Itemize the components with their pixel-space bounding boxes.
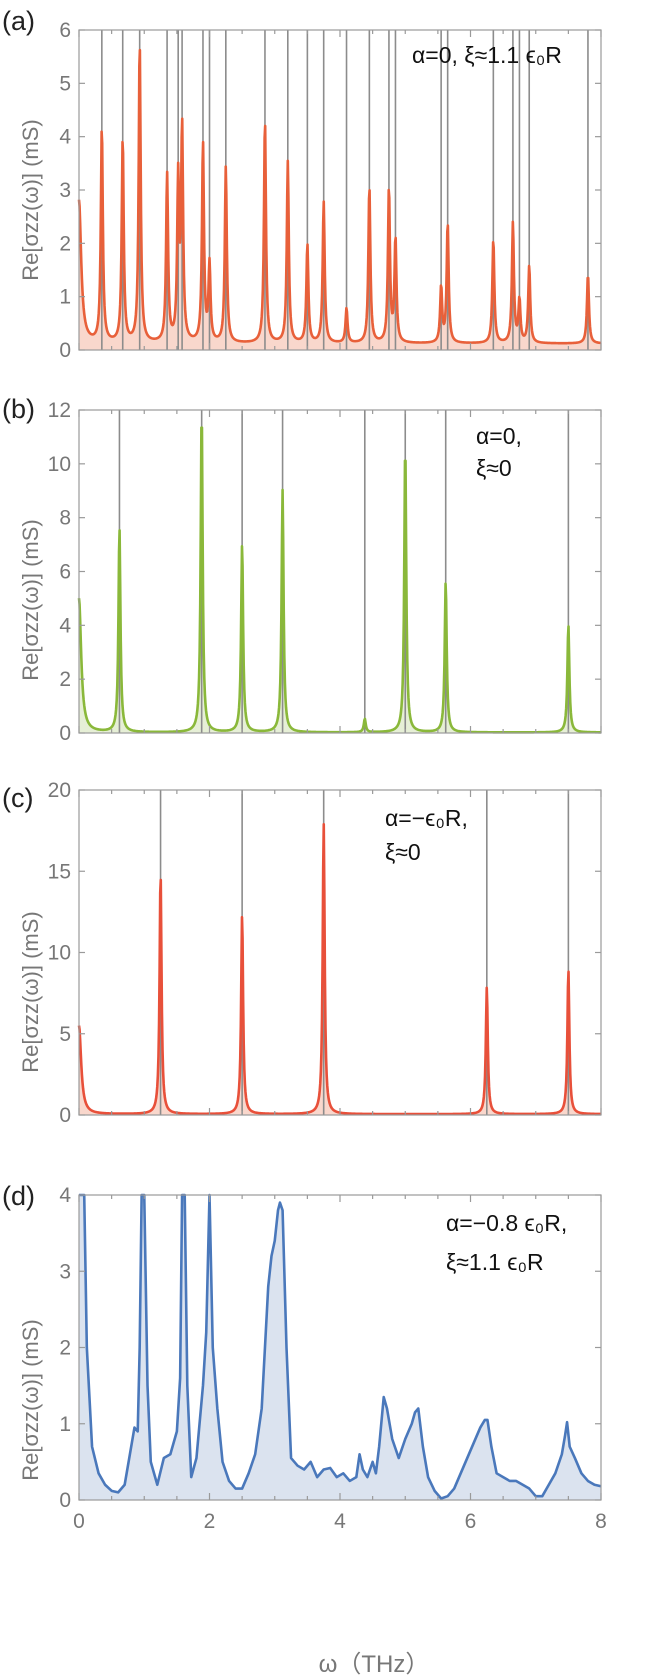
x-tick-label: 2	[204, 1510, 216, 1533]
panel-label: (b)	[2, 394, 35, 424]
y-tick-label: 4	[59, 614, 71, 637]
y-tick-label: 5	[59, 72, 71, 95]
y-axis-label: Re[σzz(ω)] (mS)	[18, 1319, 43, 1481]
y-tick-label: 5	[59, 1023, 71, 1046]
y-tick-label: 4	[59, 126, 71, 149]
y-tick-label: 0	[59, 1104, 71, 1127]
y-tick-label: 1	[59, 286, 71, 309]
y-tick-label: 10	[48, 942, 71, 965]
y-tick-label: 0	[59, 339, 71, 362]
annotation-text: α=−0.8 ϵ₀R,	[446, 1210, 567, 1236]
y-tick-label: 8	[59, 507, 71, 530]
x-tick-label: 4	[334, 1510, 346, 1533]
annotation-text: α=−ϵ₀R,	[385, 805, 468, 831]
y-tick-label: 0	[59, 722, 71, 745]
y-axis-label: Re[σzz(ω)] (mS)	[18, 519, 43, 681]
y-tick-label: 10	[48, 453, 71, 476]
panel-c: (c) Re[σzz(ω)] (mS) 0 5 10 15 20 α=−ϵ₀R, ξ≈0	[2, 779, 602, 1127]
y-tick-label: 4	[59, 1184, 71, 1207]
y-tick-label: 20	[48, 779, 71, 802]
y-tick-label: 6	[59, 561, 71, 584]
series-line	[79, 1193, 602, 1500]
annotation-text: α=0,	[476, 423, 522, 449]
y-tick-label: 12	[48, 399, 71, 422]
series-line	[77, 426, 602, 734]
area-fill	[79, 427, 601, 733]
area-fill	[79, 50, 601, 351]
panel-d: (d) Re[σzz(ω)] (mS) 0 1 2 3 4 α=−0.8 ϵ₀R, ξ≈1.…	[2, 1181, 607, 1533]
panel-label: (a)	[2, 6, 35, 36]
panel-label: (d)	[2, 1181, 35, 1211]
plot-frame	[78, 29, 602, 351]
panel-b: (b) Re[σzz(ω)] (mS) 0 2 4 6 8 10 12 α=0, ξ≈0	[2, 394, 602, 745]
area-fill	[79, 1195, 601, 1500]
y-tick-label: 0	[59, 1489, 71, 1512]
y-tick-label: 2	[59, 1337, 71, 1360]
annotation-text: ξ≈0	[476, 455, 512, 481]
y-tick-label: 2	[59, 232, 71, 255]
y-tick-label: 3	[59, 179, 71, 202]
annotation-text: ξ≈1.1 ϵ₀R	[446, 1249, 544, 1275]
panel-a: (a) Re[σzz(ω)] (mS) 0 1 2 3 4 5 6 α=0, ξ≈1.1 ϵ₀…	[2, 6, 602, 362]
y-tick-label: 2	[59, 668, 71, 691]
x-axis-label: ω（THz）	[319, 1651, 430, 1678]
x-tick-label: 6	[465, 1510, 477, 1533]
series-line	[77, 48, 602, 345]
plot-frame	[78, 1194, 602, 1501]
y-axis-label: Re[σzz(ω)] (mS)	[18, 119, 43, 281]
panel-label: (c)	[2, 783, 33, 813]
y-tick-label: 6	[59, 19, 71, 42]
annotation-text: α=0, ξ≈1.1 ϵ₀R	[412, 42, 562, 68]
annotation-text: ξ≈0	[385, 839, 421, 865]
y-tick-label: 3	[59, 1260, 71, 1283]
x-tick-label: 8	[595, 1510, 607, 1533]
y-tick-label: 15	[48, 860, 71, 883]
y-axis-label: Re[σzz(ω)] (mS)	[18, 911, 43, 1073]
x-tick-label: 0	[73, 1510, 85, 1533]
y-tick-label: 1	[59, 1413, 71, 1436]
plot-frame	[78, 409, 602, 734]
series-line	[77, 823, 602, 1116]
